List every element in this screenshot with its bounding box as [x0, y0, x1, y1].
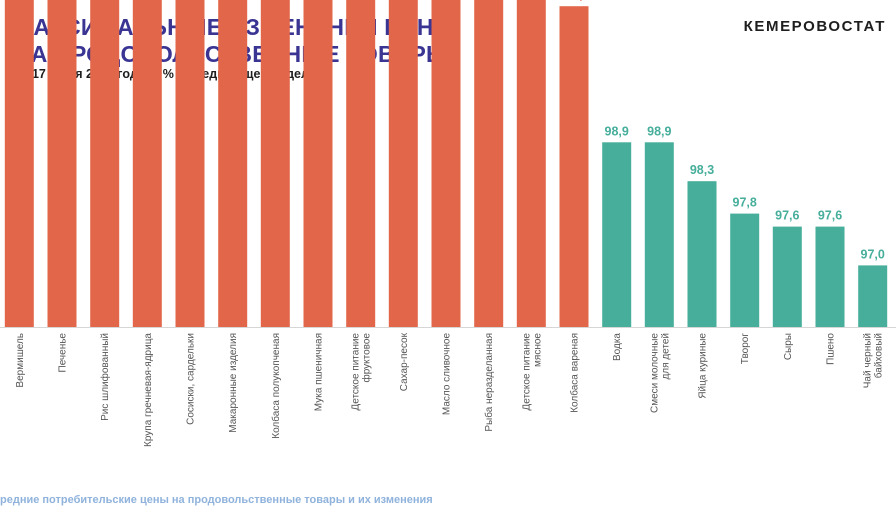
bar — [516, 0, 546, 328]
category-label-line: Детское питание — [351, 333, 362, 411]
category-label-line: Масло сливочное — [442, 333, 453, 416]
bar — [730, 213, 760, 327]
category-label: Масло сливочное — [442, 333, 453, 416]
category-label-line: Крупа гречневая-ядрица — [143, 333, 154, 447]
category-label-line: Водка — [612, 333, 623, 361]
category-label-line: Макаронные изделия — [228, 333, 239, 433]
category-label-line: Вермишель — [15, 333, 26, 388]
category-label: Сыры — [783, 333, 794, 360]
bar — [260, 0, 290, 327]
bar — [388, 0, 418, 328]
bar — [346, 0, 376, 328]
bar-value-label: 101,0 — [558, 0, 589, 2]
bar — [858, 265, 888, 327]
bar-chart: 104,0Вермишель103,2Печенье102,9Рис шлифо… — [0, 0, 896, 447]
bar — [687, 181, 717, 327]
bar — [175, 0, 205, 327]
category-label: Крупа гречневая-ядрица — [143, 333, 154, 447]
category-label-line: Печенье — [58, 333, 69, 373]
category-label-line: для детей — [660, 333, 671, 380]
category-label-line: Мука пшеничная — [314, 333, 325, 411]
category-label: Макаронные изделия — [228, 333, 239, 433]
category-label: Колбаса полукопченая — [270, 333, 282, 439]
category-label: Яйца куриные — [698, 333, 709, 399]
category-label: Сахар-песок — [399, 332, 410, 391]
category-label: Вермишель — [15, 333, 26, 388]
category-label: Мука пшеничная — [314, 333, 325, 411]
bar-value-label: 97,6 — [818, 209, 842, 223]
bar — [474, 0, 504, 328]
category-label: Чай черныйбайховый — [863, 333, 885, 388]
brand-logo-text: КЕМЕРОВОСТАТ — [743, 18, 886, 35]
category-label-line: Рис шлифованный — [99, 333, 111, 421]
category-label-line: Смеси молочные — [649, 333, 660, 413]
bar — [132, 0, 162, 327]
category-label: Детское питаниефруктовое — [351, 333, 373, 411]
bar — [431, 0, 461, 328]
category-label-line: фруктовое — [361, 333, 373, 383]
category-label: Рис шлифованный — [99, 333, 111, 421]
bar — [4, 0, 34, 328]
category-label-line: Пшено — [826, 333, 837, 365]
category-label-line: Рыба неразделанная — [483, 333, 495, 432]
bar-value-label: 97,0 — [861, 247, 885, 261]
bar — [90, 0, 120, 327]
bar — [218, 0, 248, 327]
category-label-line: байховый — [873, 333, 885, 378]
category-label: Колбаса вареная — [569, 333, 581, 413]
bar — [602, 142, 632, 327]
bar — [644, 142, 674, 327]
category-label-line: Сыры — [783, 333, 794, 360]
bar-value-label: 98,3 — [690, 163, 714, 177]
category-label: Творог — [740, 333, 751, 365]
category-label-line: Яйца куриные — [698, 333, 709, 399]
bar — [815, 226, 845, 327]
category-label: Печенье — [58, 333, 69, 373]
bar-value-label: 98,9 — [605, 124, 629, 138]
category-label-line: Детское питание — [521, 333, 532, 411]
bar-value-label: 97,8 — [733, 196, 757, 210]
category-label: Пшено — [826, 333, 837, 365]
category-label-line: Сахар-песок — [399, 332, 410, 391]
footer-caption: редние потребительские цены на продоволь… — [0, 494, 433, 506]
bar — [303, 0, 333, 328]
category-label: Смеси молочныедля детей — [649, 333, 671, 413]
category-label-line: Творог — [740, 333, 751, 365]
bar-value-label: 97,6 — [775, 209, 799, 223]
bar — [47, 0, 77, 327]
category-label-line: Чай черный — [863, 333, 874, 388]
bar — [559, 6, 589, 327]
category-label: Водка — [612, 333, 623, 361]
category-label-line: Колбаса вареная — [569, 333, 581, 413]
category-label-line: Сосиски, сардельки — [186, 333, 197, 425]
category-label-line: Колбаса полукопченая — [270, 333, 282, 439]
category-label-line: мясное — [532, 333, 543, 367]
bar — [772, 226, 802, 327]
category-label: Детское питаниемясное — [521, 333, 543, 411]
category-label: Рыба неразделанная — [483, 333, 495, 432]
bar-value-label: 98,9 — [647, 124, 671, 138]
category-label: Сосиски, сардельки — [186, 333, 197, 425]
